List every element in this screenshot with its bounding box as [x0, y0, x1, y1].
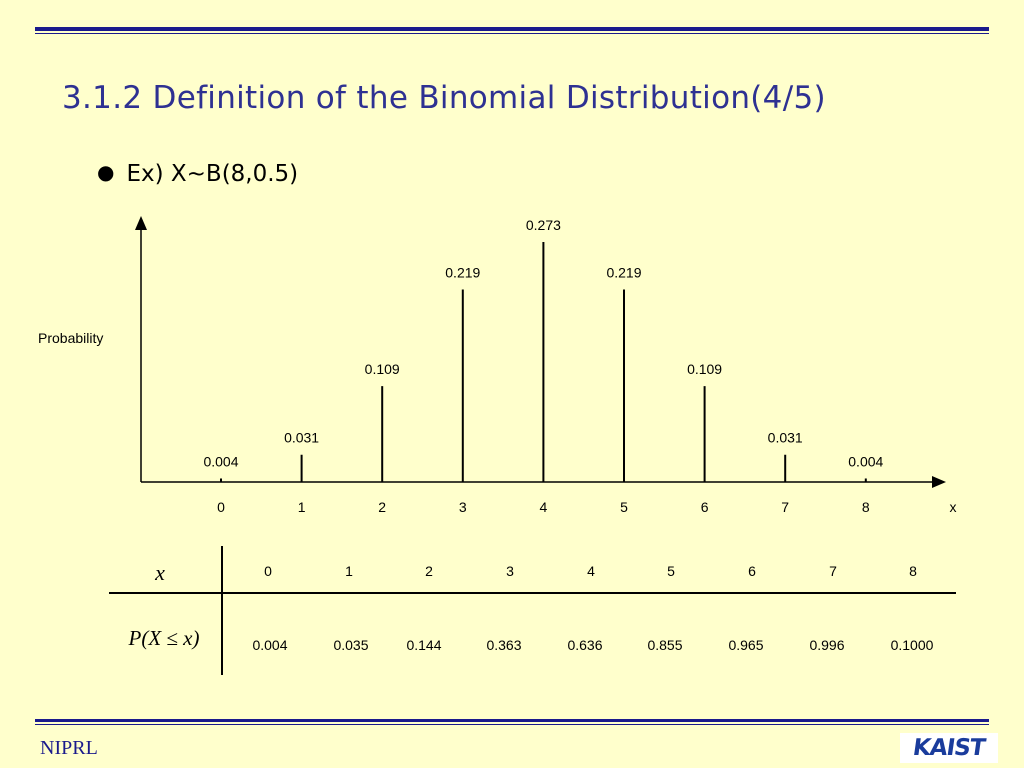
x-tick-label: 1	[298, 499, 306, 515]
top-rule	[35, 27, 989, 31]
table-cell: 0.144	[406, 637, 441, 653]
kaist-logo: KAIST	[900, 733, 998, 763]
axes-group: Probability x	[38, 216, 957, 515]
data-label: 0.004	[203, 453, 238, 469]
table-cell: 0.363	[486, 637, 521, 653]
table-cell: 0.855	[647, 637, 682, 653]
x-tick-label: 7	[781, 499, 789, 515]
kaist-logo-text: KAIST	[911, 735, 987, 761]
x-tick-label: 0	[217, 499, 225, 515]
y-axis-label: Probability	[38, 330, 103, 346]
x-tick-label: 2	[378, 499, 386, 515]
x-axis-label: x	[950, 499, 957, 515]
x-tick-label: 3	[459, 499, 467, 515]
data-label: 0.109	[365, 361, 400, 377]
x-tick-label: 5	[620, 499, 628, 515]
table-column-header: 3	[506, 563, 514, 579]
table-column-header: 6	[748, 563, 756, 579]
table-cell: 0.965	[728, 637, 763, 653]
table-column-header: 1	[345, 563, 353, 579]
data-label: 0.219	[445, 264, 480, 280]
data-label: 0.004	[848, 453, 883, 469]
table-cell: 0.1000	[891, 637, 934, 653]
table-header-x: x	[154, 560, 165, 585]
data-label: 0.219	[606, 264, 641, 280]
bullet-item: ● Ex) X~B(8,0.5)	[97, 160, 298, 187]
table-cell: 0.996	[809, 637, 844, 653]
cdf-table: x P(X ≤ x) 0 1 2 3 4 5 6 7 8 0.004 0.035 0.144 0.363 0.…	[109, 546, 956, 675]
data-label: 0.031	[768, 430, 803, 446]
data-label: 0.273	[526, 217, 561, 233]
table-column-header: 4	[587, 563, 595, 579]
bottom-rule-thin	[35, 724, 989, 725]
table-column-header: 2	[425, 563, 433, 579]
bottom-rule	[35, 719, 989, 722]
table-column-header: 8	[909, 563, 917, 579]
table-header-cdf: P(X ≤ x)	[128, 626, 200, 650]
table-cell: 0.035	[333, 637, 368, 653]
table-column-header: 0	[264, 563, 272, 579]
x-tick-label: 8	[862, 499, 870, 515]
table-column-header: 5	[667, 563, 675, 579]
top-rule-thin	[35, 33, 989, 34]
bars-group: 0.004 0 0.031 1 0.109 2 0.219 3 0.273 4 0.219 5 0.10…	[203, 217, 883, 515]
data-label: 0.109	[687, 361, 722, 377]
y-axis-arrow-icon	[135, 216, 147, 230]
table-cell: 0.004	[252, 637, 287, 653]
footer-niprl: NIPRL	[40, 737, 98, 759]
slide-title: 3.1.2 Definition of the Binomial Distrib…	[62, 80, 826, 116]
table-column-header: 7	[829, 563, 837, 579]
table-cell: 0.636	[567, 637, 602, 653]
x-tick-label: 6	[701, 499, 709, 515]
data-label: 0.031	[284, 430, 319, 446]
x-axis-arrow-icon	[932, 476, 946, 488]
bullet-dot-icon: ●	[97, 160, 115, 184]
probability-chart: 0.004 0 0.031 1 0.109 2 0.219 3 0.273 4 0.219 5 0.10…	[38, 216, 957, 675]
x-tick-label: 4	[540, 499, 548, 515]
bullet-text: Ex) X~B(8,0.5)	[126, 161, 299, 187]
